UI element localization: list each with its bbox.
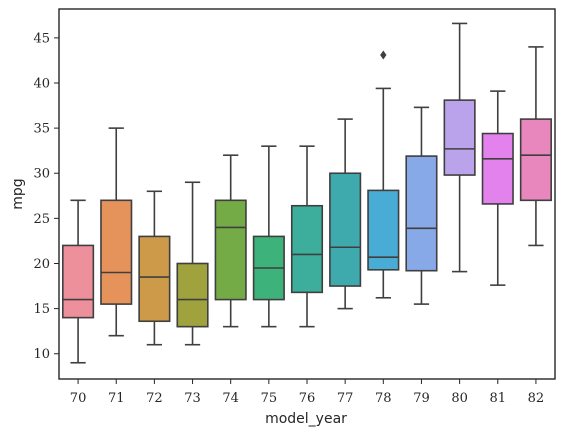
x-tick-label: 82 [528, 391, 545, 406]
x-tick-label: 75 [261, 391, 278, 406]
box [481, 132, 514, 205]
box [138, 235, 171, 323]
box [176, 262, 209, 328]
x-tick-label: 72 [146, 391, 163, 406]
box [100, 199, 133, 305]
x-tick-label: 79 [413, 391, 430, 406]
x-tick-label: 80 [451, 391, 468, 406]
x-tick-label: 77 [337, 391, 354, 406]
x-tick-label: 78 [375, 391, 392, 406]
y-tick-label: 10 [33, 347, 50, 362]
x-axis-label: model_year [265, 411, 347, 427]
y-tick-label: 35 [33, 122, 50, 137]
box [290, 204, 324, 294]
x-tick-label: 74 [222, 391, 239, 406]
box [405, 155, 438, 272]
x-tick-label: 81 [489, 391, 506, 406]
y-axis-label: mpg [10, 178, 26, 209]
x-tick-label: 70 [70, 391, 87, 406]
y-tick-label: 30 [33, 167, 50, 182]
plot-area: 10 15 20 25 30 35 40 45 70 71 72 73 74 75 76 77 78 79 80 81… [33, 8, 556, 406]
y-tick-label: 40 [33, 77, 50, 92]
y-tick-label: 20 [33, 257, 50, 272]
box [329, 172, 362, 287]
outlier-point [380, 50, 387, 60]
y-tick-label: 45 [33, 31, 50, 46]
x-tick-label: 71 [108, 391, 125, 406]
box [519, 118, 552, 202]
x-tick-label: 76 [299, 391, 316, 406]
x-tick-label: 73 [184, 391, 201, 406]
box [214, 199, 247, 301]
box [443, 99, 476, 176]
box [62, 244, 95, 319]
y-tick-label: 25 [33, 212, 50, 227]
y-tick-label: 15 [33, 302, 50, 317]
